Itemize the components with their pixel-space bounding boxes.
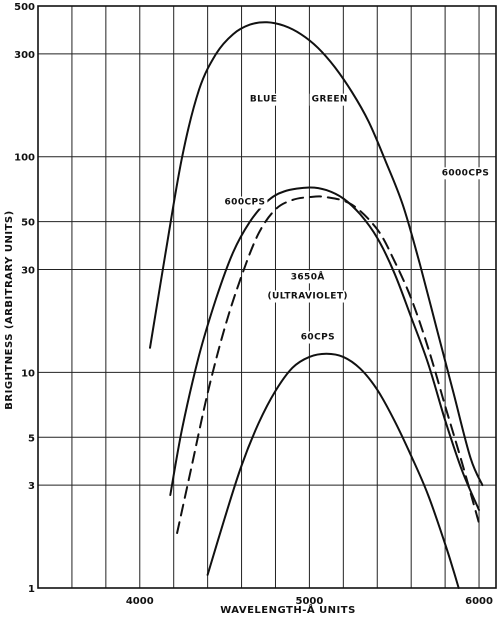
y-tick-label: 500 [14,2,35,13]
series-line-60cps [206,352,460,589]
annotation-label: BLUE [250,95,277,105]
curves [149,21,484,589]
y-tick-label: 5 [28,433,35,444]
annotations: BLUE GREEN 6000CPS 600CPS 3650Å (ULTRAVIOLET)… [222,93,492,344]
annotation-background [265,290,350,303]
series-line-600cps [169,186,480,511]
x-tick-label: 5000 [295,596,323,607]
annotation-background [247,93,280,106]
annotation-label: 600CPS [225,198,266,208]
y-tick-label: 10 [21,368,35,379]
annotation-label: 6000CPS [442,168,490,178]
annotation-background [309,93,350,106]
x-axis-label: WAVELENGTH-Å UNITS [220,603,356,616]
y-tick-label: 300 [14,50,35,61]
annotation-background [288,270,327,284]
annotation-label: GREEN [312,95,348,105]
y-tick-label: 30 [21,265,35,276]
annotation-background [222,196,268,209]
annotation-background [298,331,337,344]
annotation-label: 60CPS [301,333,335,343]
tick-labels: 4000 5000 6000 1 3 5 10 30 50 100 300 500 [14,2,493,607]
grid [38,6,496,588]
y-tick-label: 100 [14,153,35,164]
x-tick-label: 4000 [126,596,154,607]
y-tick-label: 50 [21,218,35,229]
annotation-background [439,167,492,180]
series-line-3650-ultraviolet [176,195,480,534]
plot-border [37,5,497,589]
annotation-label: (ULTRAVIOLET) [268,292,348,302]
y-axis-label: BRIGHTNESS (ARBITRARY UNITS) [4,210,15,409]
y-tick-label: 3 [28,481,35,492]
plot-frame [37,5,497,589]
y-tick-label: 1 [28,584,35,595]
annotation-label: 3650Å [291,271,325,282]
x-tick-label: 6000 [465,596,493,607]
series-line-6000cps [149,21,484,487]
